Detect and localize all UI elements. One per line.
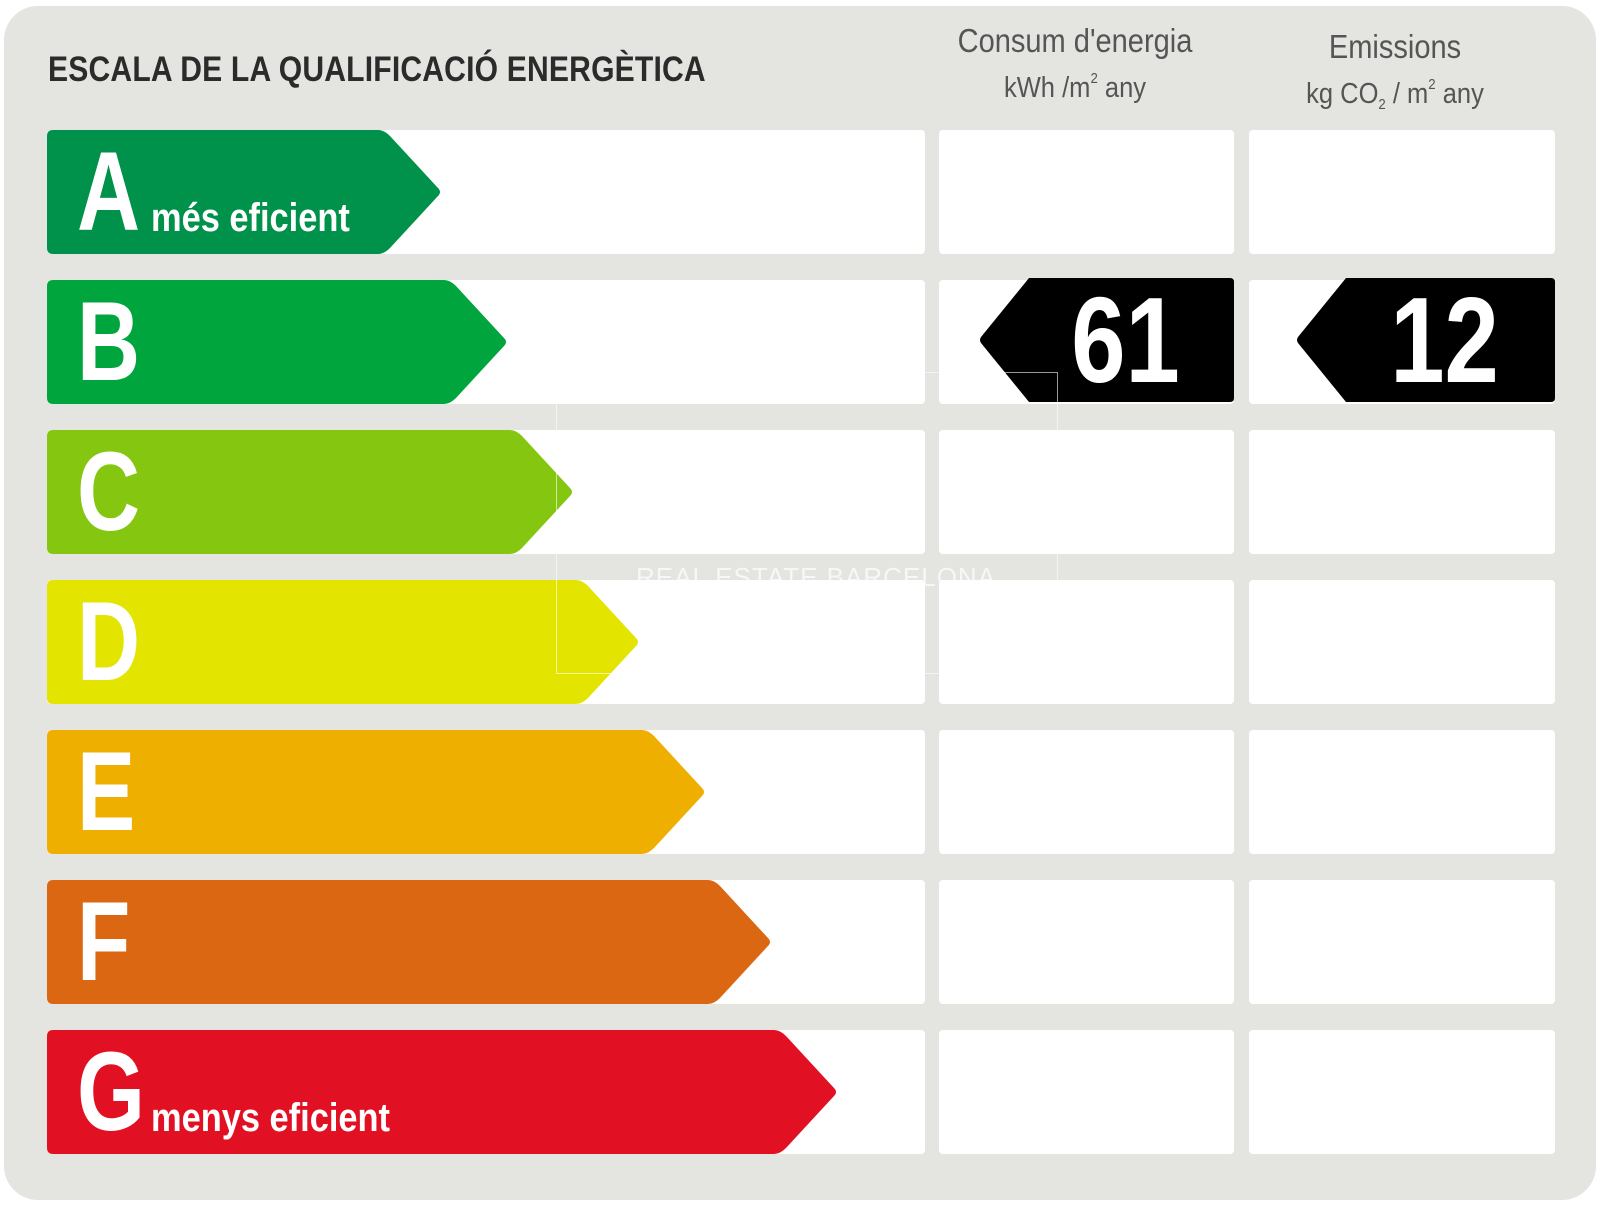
- class-letter: A: [77, 129, 141, 254]
- emissions-value-arrow-text: 12: [1390, 272, 1499, 408]
- class-letter: D: [77, 579, 141, 704]
- consum-value-arrow-text: 61: [1071, 272, 1180, 408]
- emissions-header-unit: kg CO2 / m2 any: [1306, 76, 1484, 113]
- consum-cell: [939, 430, 1234, 554]
- class-letter: C: [77, 429, 141, 554]
- consum-cell: [939, 730, 1234, 854]
- class-letter: G: [77, 1029, 145, 1154]
- consum-cell: [939, 580, 1234, 704]
- consum-cell: [939, 1030, 1234, 1154]
- class-label: menys eficient: [151, 1096, 390, 1140]
- class-arrow-c: C: [47, 430, 574, 554]
- consum-header-unit: kWh /m2 any: [1003, 70, 1147, 104]
- class-label: més eficient: [151, 196, 350, 240]
- emissions-header: Emissions kg CO2 / m2 any: [1240, 28, 1550, 113]
- class-arrow-f: F: [47, 880, 772, 1004]
- emissions-cell: [1249, 130, 1555, 254]
- emissions-cell: [1249, 730, 1555, 854]
- consum-cell: [939, 130, 1234, 254]
- page-title: ESCALA DE LA QUALIFICACIÓ ENERGÈTICA: [48, 50, 706, 89]
- class-letter: F: [77, 879, 131, 1004]
- watermark-frame: [556, 372, 1058, 674]
- class-arrow-d: D: [47, 580, 640, 704]
- class-letter: E: [77, 729, 136, 854]
- emissions-cell: [1249, 580, 1555, 704]
- emissions-header-label: Emissions: [1328, 28, 1462, 65]
- class-arrow-b: B: [47, 280, 508, 404]
- consum-header-label: Consum d'energia: [957, 22, 1193, 59]
- emissions-cell: [1249, 880, 1555, 1004]
- emissions-value-arrow: 12: [1296, 278, 1555, 402]
- consum-cell: [939, 880, 1234, 1004]
- consum-header: Consum d'energia kWh /m2 any: [930, 22, 1220, 105]
- emissions-cell: [1249, 430, 1555, 554]
- class-letter: B: [77, 279, 141, 404]
- emissions-cell: [1249, 1030, 1555, 1154]
- consum-value-arrow: 61: [979, 278, 1234, 402]
- class-arrow-e: E: [47, 730, 706, 854]
- watermark-text: REAL ESTATE BARCELONA: [636, 562, 997, 592]
